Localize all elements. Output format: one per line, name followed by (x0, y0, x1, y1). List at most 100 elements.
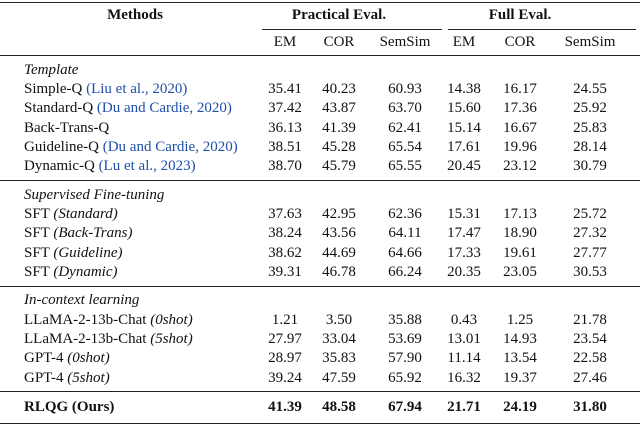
score: 16.17 (503, 81, 537, 97)
score: 43.56 (322, 225, 356, 242)
citation: (Liu et al., 2020) (86, 81, 188, 97)
score: 25.92 (573, 100, 607, 117)
method: SFT (24, 225, 50, 242)
method-name: SFT (Dynamic) (24, 263, 117, 282)
score: 20.35 (447, 263, 481, 280)
rule (0, 2, 640, 3)
score: 28.97 (268, 350, 302, 367)
citation: (Du and Cardie, 2020) (96, 100, 232, 117)
score: 37.63 (268, 206, 302, 222)
score: 21.78 (573, 311, 607, 328)
method: GPT-4 (24, 369, 64, 386)
score: 38.62 (268, 244, 302, 261)
score: 24.19 (503, 398, 537, 415)
score: 38.51 (268, 138, 302, 155)
score: 64.11 (388, 225, 422, 242)
method: LLaMA-2-13b-Chat (24, 311, 147, 328)
score: 45.79 (322, 158, 356, 175)
method: Guideline-Q (24, 138, 99, 155)
method: GPT-4 (24, 350, 64, 367)
score: 53.69 (388, 331, 422, 347)
metric-header: COR (504, 33, 536, 50)
score: 16.67 (503, 119, 537, 136)
rule (0, 180, 640, 181)
method-name: LLaMA-2-13b-Chat (5shot) (24, 330, 193, 349)
score: 22.58 (573, 350, 607, 367)
score: 11.14 (447, 350, 481, 367)
method-name: Simple-Q (Liu et al., 2020) (24, 80, 187, 99)
group-header: Practical Eval. (291, 6, 387, 23)
score: 47.59 (322, 369, 356, 386)
score: 41.39 (322, 119, 356, 136)
score: 14.93 (503, 331, 537, 347)
rule (262, 29, 442, 30)
score: 24.55 (573, 81, 607, 97)
score: 35.83 (322, 350, 356, 367)
method: Dynamic-Q (24, 158, 95, 175)
score: 64.66 (388, 244, 422, 261)
variant: (Back-Trans) (53, 225, 133, 242)
method-name: Back-Trans-Q (24, 119, 109, 138)
rule (0, 423, 640, 425)
score: 30.53 (573, 263, 607, 280)
score: 18.90 (503, 225, 537, 242)
score: 19.61 (503, 244, 537, 261)
method-name: GPT-4 (0shot) (24, 349, 110, 368)
score: 19.37 (503, 369, 537, 386)
score: 17.33 (447, 244, 481, 261)
score: 57.90 (388, 350, 422, 367)
score: 23.12 (503, 158, 537, 175)
score: 35.88 (388, 311, 422, 328)
variant: (0shot) (67, 350, 110, 367)
score: 21.71 (447, 398, 481, 415)
score: 65.55 (388, 158, 422, 175)
score: 15.60 (447, 100, 481, 117)
method: Back-Trans-Q (24, 119, 110, 136)
score: 13.54 (503, 350, 537, 367)
score: 0.43 (450, 311, 478, 328)
score: 40.23 (322, 81, 356, 97)
variant: (0shot) (150, 311, 193, 328)
score: 39.31 (268, 263, 302, 280)
rule (0, 285, 640, 287)
score: 36.13 (268, 119, 302, 136)
score: 17.47 (447, 225, 481, 242)
score: 28.14 (573, 138, 607, 155)
group-header: Full Eval. (488, 6, 552, 23)
variant: (5shot) (150, 331, 193, 347)
score: 15.14 (447, 119, 481, 136)
score: 46.78 (322, 263, 356, 280)
method-name: RLQG (Ours) (24, 398, 114, 417)
variant: (5shot) (67, 369, 110, 386)
score: 19.96 (503, 138, 537, 155)
method: Standard-Q (24, 100, 94, 117)
score: 1.21 (271, 311, 299, 328)
variant: (Guideline) (53, 244, 123, 261)
method-name: Standard-Q (Du and Cardie, 2020) (24, 99, 232, 118)
score: 14.38 (447, 81, 481, 97)
score: 23.05 (503, 263, 537, 280)
metric-header: EM (452, 33, 476, 50)
score: 25.72 (573, 206, 607, 222)
score: 17.61 (447, 138, 481, 155)
method: SFT (24, 206, 50, 222)
score: 65.92 (388, 369, 422, 386)
score: 62.41 (388, 119, 422, 136)
score: 33.04 (322, 331, 356, 347)
rule (0, 55, 640, 56)
score: 27.97 (268, 331, 302, 347)
score: 27.32 (573, 225, 607, 242)
method-name: SFT (Guideline) (24, 244, 122, 263)
method: SFT (24, 244, 50, 261)
score: 30.79 (573, 158, 607, 175)
rule (448, 29, 636, 30)
score: 38.24 (268, 225, 302, 242)
score: 25.83 (573, 119, 607, 136)
score: 17.13 (503, 206, 537, 222)
score: 20.45 (447, 158, 481, 175)
metric-header: COR (323, 33, 355, 50)
score: 48.58 (322, 398, 356, 415)
score: 44.69 (322, 244, 356, 261)
score: 27.77 (573, 244, 607, 261)
